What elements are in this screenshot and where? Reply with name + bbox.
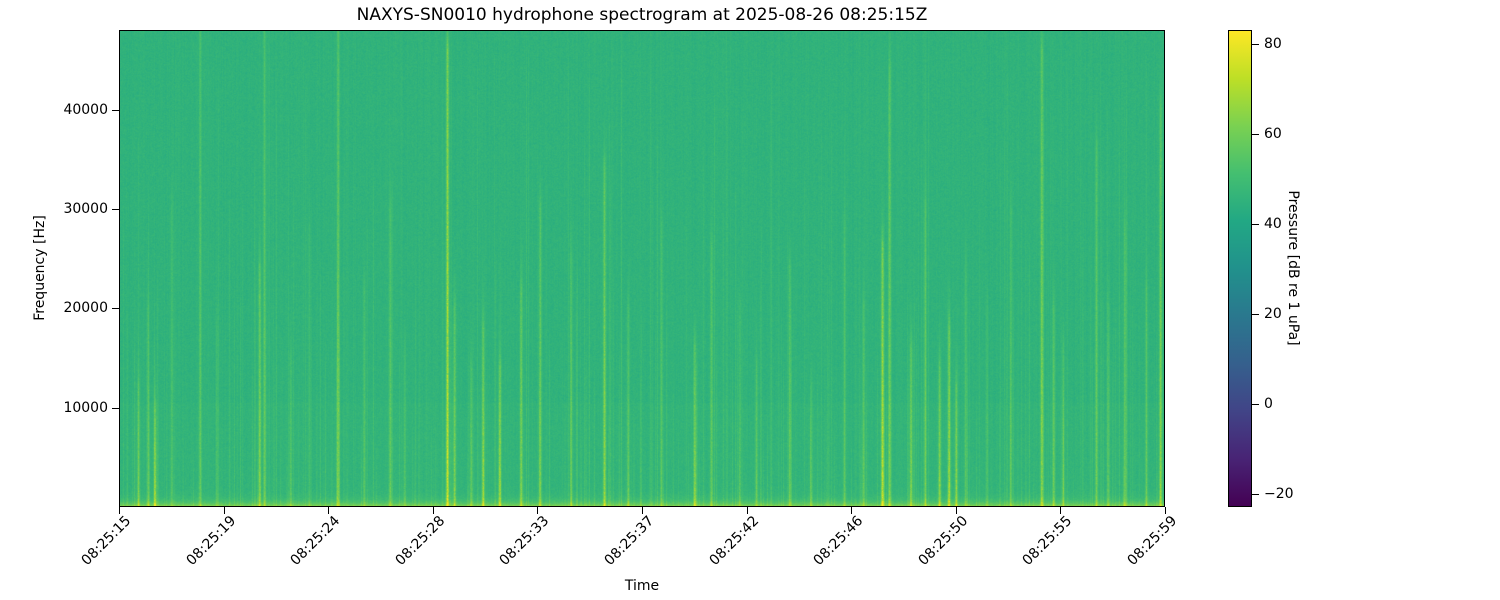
x-tick-mark <box>432 507 434 514</box>
colorbar <box>1228 30 1252 507</box>
colorbar-tick-mark <box>1252 223 1259 225</box>
x-tick-mark <box>119 507 120 514</box>
colorbar-tick-label: −20 <box>1264 485 1294 502</box>
x-tick-mark <box>642 507 643 514</box>
colorbar-tick-mark <box>1252 43 1259 45</box>
y-tick-label: 30000 <box>63 200 108 217</box>
colorbar-label: Pressure [dB re 1 uPa] <box>1285 190 1301 346</box>
y-tick-mark <box>112 308 119 310</box>
x-tick-mark <box>328 507 330 514</box>
x-tick-mark <box>1060 507 1062 514</box>
x-tick-mark <box>1165 507 1166 514</box>
x-axis-label: Time <box>624 578 660 594</box>
colorbar-tick-label: 80 <box>1264 35 1282 52</box>
y-tick-mark <box>112 109 119 111</box>
x-tick-mark <box>851 507 853 514</box>
colorbar-tick-label: 40 <box>1264 215 1282 232</box>
spectrogram-canvas <box>119 30 1165 507</box>
x-tick-mark <box>537 507 539 514</box>
y-tick-mark <box>112 208 119 210</box>
y-tick-mark <box>112 407 119 409</box>
chart-title: NAXYS-SN0010 hydrophone spectrogram at 2… <box>356 5 928 25</box>
colorbar-tick-mark <box>1252 403 1259 405</box>
colorbar-tick-mark <box>1252 133 1259 135</box>
colorbar-tick-label: 0 <box>1264 395 1273 412</box>
x-tick-mark <box>223 507 225 514</box>
x-tick-mark <box>955 507 957 514</box>
x-tick-mark <box>746 507 748 514</box>
colorbar-tick-label: 20 <box>1264 305 1282 322</box>
y-tick-label: 20000 <box>63 300 108 317</box>
colorbar-tick-mark <box>1252 313 1259 315</box>
colorbar-tick-label: 60 <box>1264 125 1282 142</box>
y-tick-label: 40000 <box>63 101 108 118</box>
colorbar-tick-mark <box>1252 493 1259 495</box>
y-tick-label: 10000 <box>63 399 108 416</box>
